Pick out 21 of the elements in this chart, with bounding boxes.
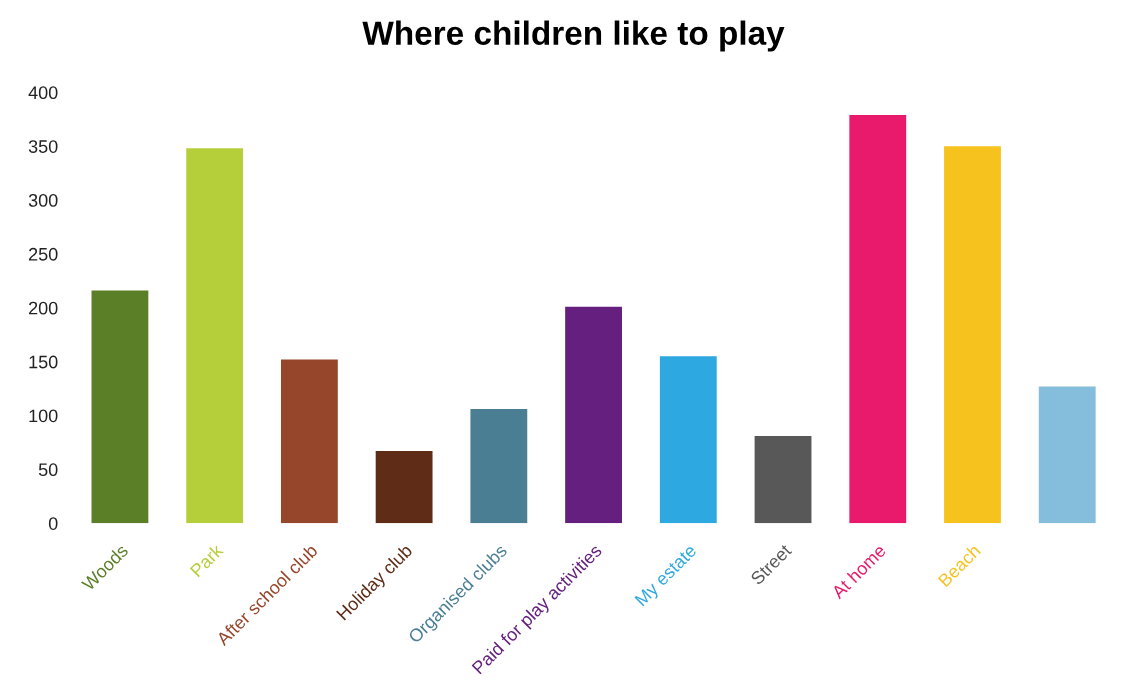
bar: [944, 146, 1001, 524]
y-tick-label: 250: [29, 247, 58, 261]
y-tick-label: 150: [29, 355, 58, 369]
bar: [470, 409, 528, 524]
y-tick-label: 350: [28, 140, 58, 153]
y-tick-label: 50: [38, 463, 58, 477]
bar: [280, 359, 338, 524]
bar: [91, 290, 149, 524]
y-tick-label: 300: [28, 194, 58, 207]
bar: [565, 306, 622, 524]
bar: [186, 148, 244, 524]
chart-title: Where children like to play: [362, 20, 785, 52]
y-tick-label: 400: [28, 86, 58, 100]
bar: [849, 114, 907, 524]
bar: [754, 436, 812, 524]
bar: [659, 356, 717, 524]
bar: [375, 451, 433, 524]
y-tick-label: 200: [29, 301, 58, 315]
y-tick-label: 100: [29, 409, 58, 423]
y-tick-label: 0: [48, 517, 58, 530]
bar: [1038, 386, 1096, 524]
